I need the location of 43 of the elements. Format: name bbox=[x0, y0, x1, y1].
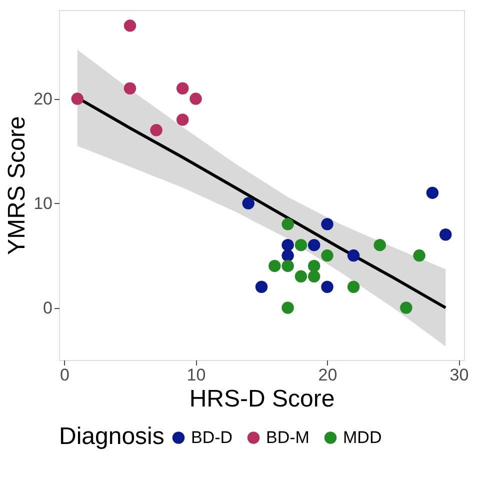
point bbox=[426, 186, 439, 199]
x-tick-label: 30 bbox=[450, 366, 469, 384]
x-tick-label: 10 bbox=[186, 366, 206, 384]
point bbox=[294, 270, 308, 283]
point bbox=[347, 249, 360, 262]
point bbox=[255, 280, 268, 293]
point bbox=[294, 238, 308, 252]
y-tick-label: 10 bbox=[34, 194, 52, 213]
point bbox=[400, 302, 412, 314]
y-axis-title: YMRS Score bbox=[4, 116, 31, 255]
legend-label: BD-D bbox=[191, 428, 233, 447]
point bbox=[150, 124, 162, 136]
point bbox=[308, 270, 320, 283]
legend-title: Diagnosis bbox=[59, 423, 164, 450]
point bbox=[347, 280, 360, 293]
point bbox=[308, 238, 320, 252]
y-tick-label: 0 bbox=[43, 298, 52, 318]
point bbox=[124, 20, 136, 32]
x-tick-label: 20 bbox=[318, 366, 338, 384]
point bbox=[321, 249, 334, 262]
point bbox=[282, 249, 294, 262]
x-axis-title: HRS-D Score bbox=[189, 386, 335, 412]
point bbox=[176, 114, 189, 126]
point bbox=[321, 218, 334, 230]
legend-label: MDD bbox=[343, 428, 382, 447]
point bbox=[282, 218, 294, 230]
point bbox=[268, 260, 281, 272]
point bbox=[282, 238, 294, 252]
point bbox=[124, 82, 136, 94]
point bbox=[413, 249, 426, 262]
point bbox=[282, 260, 294, 272]
point bbox=[242, 197, 254, 210]
point bbox=[282, 302, 294, 314]
point bbox=[71, 92, 84, 105]
point bbox=[321, 280, 334, 293]
x-tick-label: 0 bbox=[60, 366, 70, 384]
point bbox=[374, 238, 386, 252]
point bbox=[308, 260, 320, 272]
point bbox=[190, 92, 202, 105]
legend-label: BD-M bbox=[266, 428, 310, 447]
point bbox=[176, 82, 189, 94]
point bbox=[439, 228, 452, 241]
y-tick-label: 20 bbox=[34, 89, 52, 108]
